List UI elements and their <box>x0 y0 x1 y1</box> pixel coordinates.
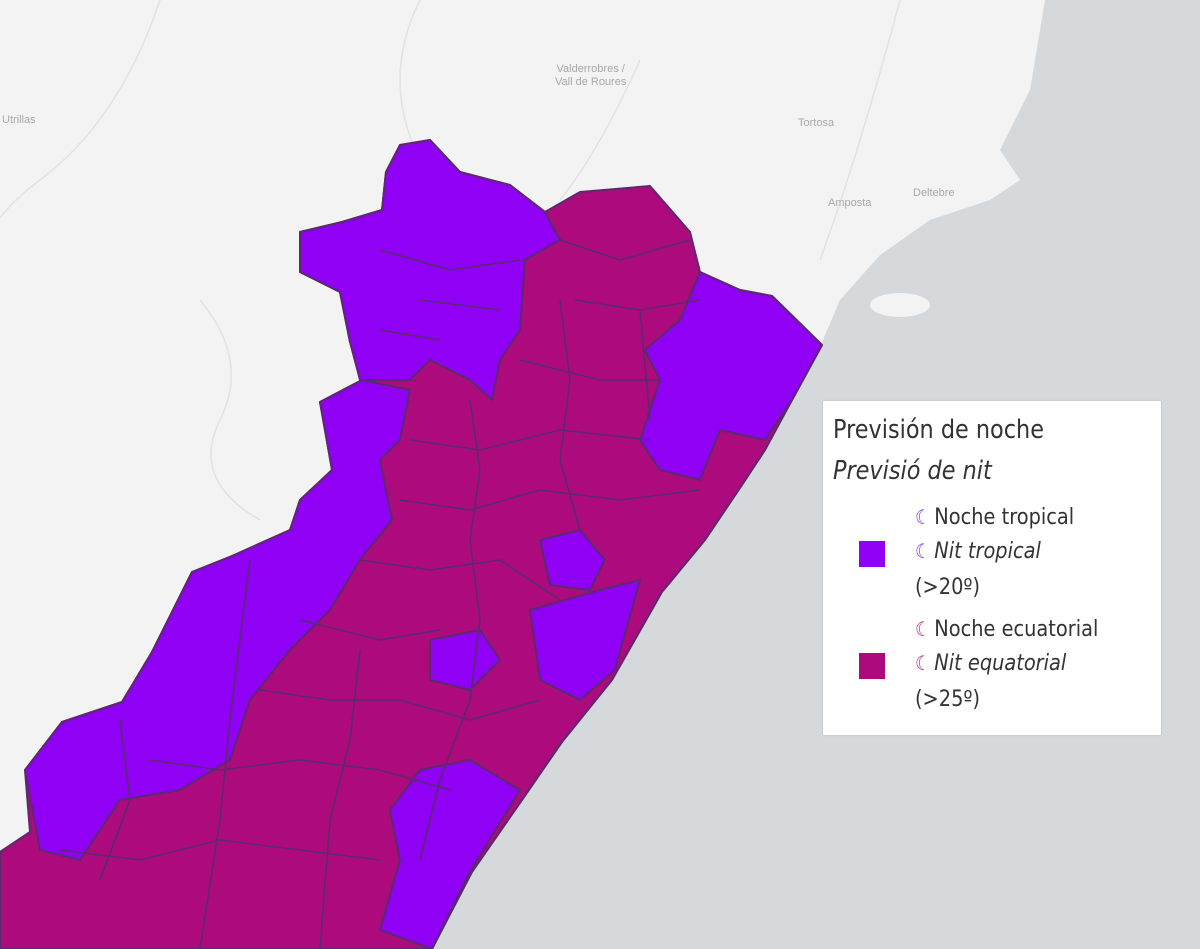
municipalities <box>0 139 823 949</box>
place-label: Utrillas <box>2 114 36 126</box>
place-label: Valderrobres / Vall de Roures <box>555 63 627 88</box>
crescent-moon-icon: ☾ <box>915 539 931 563</box>
legend-item-tropical-ca: ☾ Nit tropical <box>915 539 1041 564</box>
legend: Previsión de noche Previsió de nit ☾ Noch… <box>823 401 1161 735</box>
rivers <box>0 0 901 521</box>
legend-label: Nit tropical <box>934 539 1041 564</box>
region-tropical-southcoast <box>529 579 641 701</box>
crescent-moon-icon: ☾ <box>915 505 931 529</box>
legend-item-equatorial-es: ☾ Noche ecuatorial <box>915 617 1098 642</box>
place-label: Tortosa <box>798 117 835 129</box>
region-tropical-north <box>299 139 561 401</box>
region-tropical-coast <box>639 271 823 481</box>
legend-label: Nit equatorial <box>934 651 1067 676</box>
legend-swatch-tropical <box>859 541 885 567</box>
region-tropical-south <box>379 759 521 949</box>
legend-label: Noche tropical <box>934 505 1075 530</box>
delta-land <box>870 293 930 317</box>
legend-subtitle: Previsió de nit <box>833 456 992 486</box>
legend-label: Noche ecuatorial <box>934 617 1099 642</box>
region-tropical-mid <box>429 629 501 691</box>
legend-item-equatorial-ca: ☾ Nit equatorial <box>915 651 1066 676</box>
crescent-moon-icon: ☾ <box>915 617 931 641</box>
place-label: Deltebre <box>913 187 955 199</box>
region-tropical-west <box>24 379 411 861</box>
crescent-moon-icon: ☾ <box>915 651 931 675</box>
legend-range-equatorial: (>25º) <box>915 687 981 712</box>
legend-title: Previsión de noche <box>833 415 1044 445</box>
region-tropical-centre <box>539 529 606 591</box>
legend-range-tropical: (>20º) <box>915 575 981 600</box>
legend-swatch-equatorial <box>859 653 885 679</box>
legend-item-tropical-es: ☾ Noche tropical <box>915 505 1074 530</box>
place-label: Amposta <box>828 197 872 209</box>
